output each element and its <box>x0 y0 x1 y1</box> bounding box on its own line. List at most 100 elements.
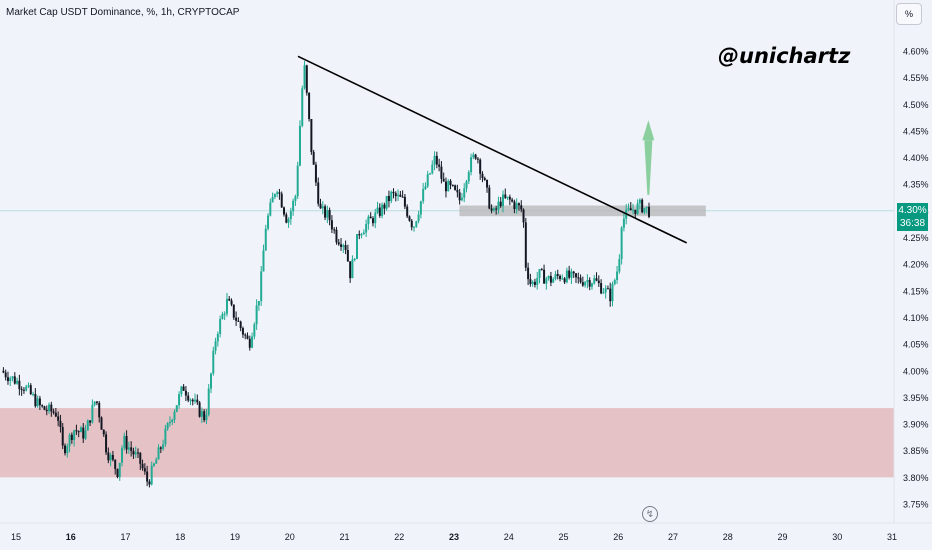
candle-body <box>105 434 108 453</box>
candle <box>442 172 445 182</box>
candle <box>531 280 534 287</box>
candle-body <box>166 423 169 429</box>
candle-body <box>43 406 46 410</box>
candle-body <box>273 194 276 198</box>
candle-body <box>499 201 502 207</box>
candle-body <box>597 280 600 284</box>
time-tick-label: 28 <box>723 532 733 542</box>
candle-body <box>64 445 67 454</box>
candle <box>554 270 557 281</box>
candle-body <box>70 434 73 441</box>
candle-body <box>515 203 518 210</box>
candle-body <box>447 180 450 192</box>
candle-body <box>321 206 324 209</box>
candle <box>504 188 507 200</box>
candle <box>38 395 41 411</box>
time-tick-label: 16 <box>66 532 76 542</box>
candle-body <box>381 204 384 216</box>
candle <box>463 183 466 203</box>
demand-zone-box[interactable] <box>0 408 894 478</box>
candle <box>538 268 541 284</box>
candle-body <box>376 207 379 213</box>
candle-body <box>435 155 438 165</box>
candle <box>344 240 347 255</box>
candle-body <box>150 465 153 485</box>
candle <box>196 394 199 406</box>
candle <box>440 161 443 184</box>
candle-body <box>6 377 9 382</box>
percent-scale-button[interactable]: % <box>896 3 922 25</box>
candle <box>397 189 400 201</box>
candle <box>627 203 630 212</box>
candle-body <box>643 207 646 213</box>
candle-body <box>406 206 409 217</box>
lightning-icon[interactable]: ↯ <box>642 506 658 522</box>
candle-body <box>13 376 16 384</box>
candle-body <box>239 321 242 329</box>
candle-body <box>127 447 130 450</box>
candle <box>451 184 454 187</box>
candle-body <box>109 454 112 461</box>
candle <box>20 386 23 396</box>
candle <box>298 120 301 167</box>
candle-body <box>463 188 466 198</box>
candle-body <box>401 196 404 198</box>
candle-body <box>333 229 336 231</box>
candle-body <box>89 420 92 423</box>
price-axis[interactable]: 4.60%4.55%4.50%4.45%4.40%4.35%4.30%4.25%… <box>903 47 929 510</box>
candle-body <box>575 273 578 278</box>
candle-body <box>431 164 434 174</box>
candle-body <box>556 274 559 276</box>
candle-body <box>394 193 397 197</box>
candle-body <box>168 421 171 424</box>
time-axis[interactable]: 15 16 17 18 19 20 21 22 23 24 25 26 27 28 29 30 31 <box>11 532 897 542</box>
candle <box>470 153 473 176</box>
price-tick-label: 4.20% <box>903 260 929 270</box>
candle-body <box>296 165 299 197</box>
candle <box>572 270 575 278</box>
candle <box>604 285 607 299</box>
candle <box>508 194 511 206</box>
candle-body <box>264 228 267 251</box>
candle <box>100 416 103 430</box>
candle-body <box>50 404 53 412</box>
price-tick-label: 4.50% <box>903 100 929 110</box>
candle <box>476 156 479 164</box>
candle <box>216 331 219 347</box>
candle-body <box>520 205 523 210</box>
candle-body <box>73 430 76 441</box>
candle-body <box>426 174 429 187</box>
candle <box>102 429 105 437</box>
candle-body <box>235 317 238 321</box>
watermark: @unichartz <box>718 44 851 68</box>
candle-body <box>111 454 114 460</box>
candle <box>568 265 571 280</box>
candle-body <box>214 341 217 351</box>
candle-body <box>360 234 363 236</box>
candle-body <box>422 189 425 202</box>
breakout-arrow[interactable] <box>642 120 655 195</box>
candle <box>353 257 356 262</box>
candle-body <box>369 216 372 219</box>
candle <box>257 301 260 311</box>
candle <box>527 262 530 286</box>
candle-body <box>148 481 151 485</box>
candle-body <box>260 271 263 302</box>
descending-trendline[interactable] <box>297 55 688 244</box>
candle <box>474 153 477 160</box>
candle-body <box>602 292 605 294</box>
candle <box>540 268 543 271</box>
candles <box>2 60 651 488</box>
candle-body <box>184 390 187 396</box>
resistance-band[interactable] <box>459 205 706 217</box>
candle <box>362 229 365 235</box>
candle <box>613 278 616 286</box>
candle-body <box>397 194 400 197</box>
candle-body <box>577 277 580 279</box>
candle-body <box>278 192 281 194</box>
candle-body <box>346 250 349 262</box>
candle <box>132 447 135 459</box>
candle <box>264 224 267 251</box>
candle-body <box>225 298 228 314</box>
